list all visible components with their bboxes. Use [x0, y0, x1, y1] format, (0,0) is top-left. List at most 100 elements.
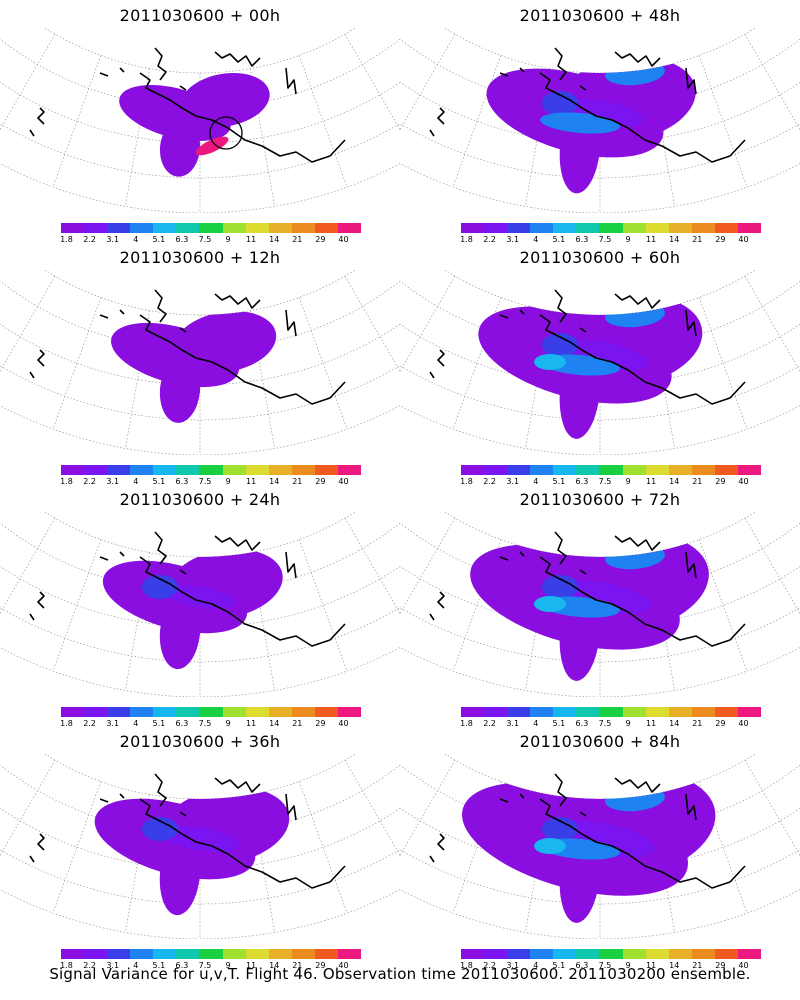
colorbar-label: 9: [225, 961, 231, 970]
panel-title: 2011030600 + 36h: [119, 732, 281, 751]
colorbar-swatch: [576, 949, 600, 959]
colorbar-label: 11: [246, 719, 257, 728]
graticule: [0, 28, 400, 213]
colorbar-swatch: [507, 949, 531, 959]
variance-contour: [142, 575, 178, 599]
colorbar-labels: 1.8 2.2 3.1 4 5.1 6.3 7.5 9 11 14 21 29 40: [56, 235, 356, 245]
colorbar-label: 9: [625, 961, 631, 970]
colorbar-label: 6.3: [175, 961, 189, 970]
colorbar-labels: 1.8 2.2 3.1 4 5.1 6.3 7.5 9 11 14 21 29 40: [456, 719, 756, 729]
colorbar-swatch: [484, 707, 508, 717]
colorbar-label: 3.1: [106, 961, 120, 970]
colorbar-label: 29: [715, 961, 726, 970]
colorbar-swatch: [268, 949, 292, 959]
colorbar-swatch: [530, 223, 554, 233]
colorbar-swatch: [484, 223, 508, 233]
colorbar-swatch: [553, 223, 577, 233]
colorbar-label: 6.3: [575, 961, 589, 970]
colorbar-label: 14: [269, 961, 280, 970]
colorbar-labels: 1.8 2.2 3.1 4 5.1 6.3 7.5 9 11 14 21 29 40: [56, 719, 356, 729]
colorbar-swatch: [461, 223, 485, 233]
colorbar-swatch: [714, 223, 738, 233]
colorbar-swatch: [84, 707, 108, 717]
colorbar-swatch: [337, 707, 362, 717]
colorbar-label: 6.3: [175, 719, 189, 728]
colorbar-label: 3.1: [106, 477, 120, 486]
variance-contour: [542, 575, 578, 599]
colorbar-swatch: [199, 223, 223, 233]
colorbar-swatch: [314, 707, 338, 717]
colorbar-swatch: [107, 223, 131, 233]
colorbar-swatch: [461, 949, 485, 959]
colorbar-label: 21: [292, 235, 303, 244]
colorbar-swatch: [291, 949, 315, 959]
colorbar-swatch: [61, 949, 85, 959]
colorbar-swatch: [337, 223, 362, 233]
colorbar-label: 40: [338, 235, 349, 244]
colorbar-label: 1.8: [60, 477, 73, 486]
colorbar-swatch: [245, 949, 269, 959]
colorbar-label: 7.5: [598, 235, 612, 244]
map-plot: [0, 512, 400, 697]
variance-contour: [575, 295, 645, 315]
colorbar-label: 4: [533, 719, 539, 728]
panel-title: 2011030600 + 84h: [519, 732, 681, 751]
colorbar-label: 29: [315, 961, 326, 970]
colorbar-swatch: [199, 949, 223, 959]
colorbar-label: 7.5: [198, 719, 212, 728]
colorbar-swatch: [737, 949, 762, 959]
colorbar-swatch: [130, 949, 154, 959]
colorbar-label: 11: [646, 477, 657, 486]
coastline: [429, 47, 746, 163]
variance-contour: [583, 529, 627, 545]
colorbar-swatch: [691, 223, 715, 233]
colorbar-label: 2.2: [83, 719, 96, 728]
colorbar-label: 40: [738, 719, 749, 728]
colorbar-swatch: [530, 707, 554, 717]
colorbar-swatch: [130, 223, 154, 233]
colorbar-swatch: [714, 949, 738, 959]
colorbar-swatch: [222, 707, 246, 717]
colorbar-label: 2.2: [483, 719, 496, 728]
colorbar-swatch: [337, 949, 362, 959]
colorbar-label: 1.8: [60, 961, 73, 970]
forecast-panel: 2011030600 + 00h 1.8 2.2 3.1 4 5.1 6.3 7.5 9 11 14…: [0, 0, 400, 245]
panel-title: 2011030600 + 60h: [519, 248, 681, 267]
colorbar-swatch: [461, 707, 485, 717]
colorbar-swatch: [507, 223, 531, 233]
panel-title: 2011030600 + 12h: [119, 248, 281, 267]
colorbar-swatch: [461, 465, 485, 475]
observation-circle: [209, 116, 243, 150]
colorbar-label: 7.5: [598, 477, 612, 486]
colorbar-labels: 1.8 2.2 3.1 4 5.1 6.3 7.5 9 11 14 21 29 40: [456, 235, 756, 245]
colorbar-label: 9: [625, 719, 631, 728]
variance-contour: [542, 817, 578, 841]
variance-field: [462, 771, 716, 923]
colorbar-label: 1.8: [60, 719, 73, 728]
colorbar-label: 11: [646, 719, 657, 728]
colorbar-label: 40: [338, 477, 349, 486]
colorbar-label: 4: [133, 961, 139, 970]
colorbar-swatch: [107, 949, 131, 959]
colorbar-label: 1.8: [460, 961, 473, 970]
colorbar-swatch: [530, 465, 554, 475]
colorbar-label: 3.1: [106, 235, 120, 244]
colorbar-label: 5.1: [152, 477, 166, 486]
panel-title: 2011030600 + 24h: [119, 490, 281, 509]
colorbar-label: 11: [646, 961, 657, 970]
colorbar-swatch: [645, 223, 669, 233]
colorbar-swatch: [222, 223, 246, 233]
colorbar-label: 5.1: [552, 235, 566, 244]
variance-contour: [575, 779, 645, 799]
colorbar-label: 4: [533, 235, 539, 244]
colorbar-swatch: [84, 949, 108, 959]
forecast-panel: 2011030600 + 24h 1.8 2.2 3.1 4 5.1 6.3 7.5 9 11 14…: [0, 484, 400, 729]
colorbar-swatch: [622, 949, 646, 959]
colorbar-swatch: [622, 707, 646, 717]
colorbar-swatch: [314, 223, 338, 233]
colorbar-label: 3.1: [506, 719, 520, 728]
variance-field: [94, 787, 290, 916]
colorbar-swatch: [691, 707, 715, 717]
colorbar-label: 21: [292, 961, 303, 970]
colorbar-swatch: [599, 223, 623, 233]
